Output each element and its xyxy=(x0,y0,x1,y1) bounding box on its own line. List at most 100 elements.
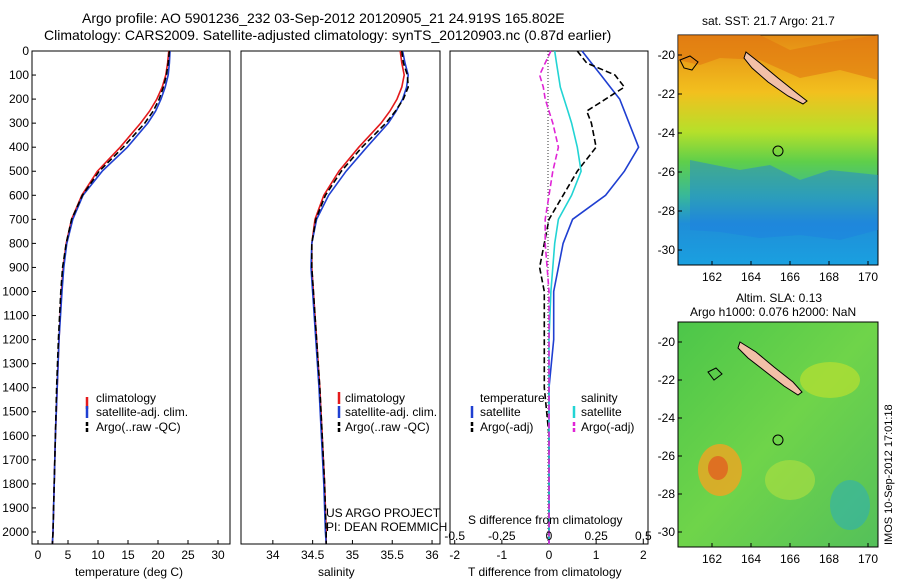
map-lat-label: -26 xyxy=(658,449,676,463)
difference-lines xyxy=(538,50,640,544)
depth-tick-label: 200 xyxy=(9,92,29,106)
map-lat-label: -28 xyxy=(658,204,676,218)
depth-tick-label: 700 xyxy=(9,212,29,226)
coastline-fragment xyxy=(679,55,699,71)
t-difference-label: T difference from climatology xyxy=(468,565,622,579)
depth-tick-label: 1900 xyxy=(2,501,29,515)
sst-map-axes: 162 164 166 168 170 -20 -22 -24 -26 -28 -30 xyxy=(658,48,879,284)
salinity-legend: climatology satellite-adj. clim. Argo(..… xyxy=(337,391,437,434)
temperature-lines xyxy=(51,50,171,545)
sla-map-title-2: Argo h1000: 0.076 h2000: NaN xyxy=(690,305,856,319)
map-lon-label: 166 xyxy=(780,552,800,566)
series-line-temperature-argo-adj- xyxy=(538,50,626,544)
depth-tick-label: 1300 xyxy=(2,357,29,371)
legend-label-argo: Argo(..raw -QC) xyxy=(345,420,430,434)
argo-location-marker xyxy=(772,145,784,157)
depth-tick-label: 1000 xyxy=(2,284,29,298)
x-tick-label: 36 xyxy=(425,548,439,562)
map-lat-label: -20 xyxy=(658,335,676,349)
sla-anomaly-peak xyxy=(708,456,728,480)
sst-cool-patch xyxy=(690,160,878,240)
depth-tick-label: 1100 xyxy=(3,309,29,323)
legend-title-temperature: temperature xyxy=(480,391,545,405)
x-tick-label: 34 xyxy=(266,548,280,562)
legend-label-satellite: satellite-adj. clim. xyxy=(345,405,437,419)
legend-label-climatology: climatology xyxy=(96,391,156,405)
x-tick-label: 2 xyxy=(640,548,647,562)
depth-tick-label: 1800 xyxy=(2,477,29,491)
s-difference-tick-label: 0 xyxy=(546,529,553,543)
legend-label-s-argo: Argo(-adj) xyxy=(581,420,634,434)
map-lon-label: 166 xyxy=(780,270,800,284)
salinity-x-axis: 34 34.5 35 35.5 36 xyxy=(266,540,439,562)
title-line-1: Argo profile: AO 5901236_232 03-Sep-2012… xyxy=(82,10,565,26)
map-lon-label: 168 xyxy=(819,552,839,566)
map-lon-label: 170 xyxy=(858,552,878,566)
legend-label-satellite: satellite-adj. clim. xyxy=(96,405,188,419)
s-difference-tick-label: -0.25 xyxy=(488,529,516,543)
sla-anomaly-low xyxy=(830,480,870,530)
difference-panel: -2 -1 0 1 2 S difference from climatology T … xyxy=(444,50,652,579)
x-tick-label: 34.5 xyxy=(301,548,325,562)
x-tick-label: 20 xyxy=(151,548,165,562)
depth-tick-label: 800 xyxy=(9,236,29,250)
map-lat-label: -30 xyxy=(658,243,676,257)
map-lon-label: 168 xyxy=(819,270,839,284)
x-tick-label: 30 xyxy=(211,548,225,562)
depth-tick-label: 500 xyxy=(9,164,29,178)
x-tick-label: 0 xyxy=(35,548,42,562)
depth-tick-label: 1600 xyxy=(2,429,29,443)
map-lat-label: -30 xyxy=(658,525,676,539)
temperature-legend: climatology satellite-adj. clim. Argo(..… xyxy=(85,391,188,434)
map-lat-label: -22 xyxy=(658,373,676,387)
salinity-panel: 34 34.5 35 35.5 36 salinity climatology sate… xyxy=(240,50,447,579)
depth-tick-label: 600 xyxy=(9,188,29,202)
depth-tick-label: 1200 xyxy=(2,333,29,347)
new-caledonia-landmass xyxy=(737,341,803,396)
series-line-argo-raw-qc- xyxy=(310,50,410,544)
salinity-lines xyxy=(310,50,410,545)
salinity-xlabel: salinity xyxy=(318,565,355,579)
depth-tick-label: 300 xyxy=(9,116,29,130)
depth-tick-label: 1700 xyxy=(2,453,29,467)
depth-tick-label: 400 xyxy=(9,140,29,154)
sst-field xyxy=(677,34,879,266)
depth-tick-label: 2000 xyxy=(2,525,29,539)
series-line-argo-raw-qc- xyxy=(51,50,171,545)
pi-annotation: PI: DEAN ROEMMICH xyxy=(326,520,447,534)
salinity-difference-axis: -0.5 -0.25 0 0.25 0.5 xyxy=(444,529,652,543)
new-caledonia-landmass xyxy=(743,51,808,105)
map-lon-label: 164 xyxy=(741,552,761,566)
legend-label-t-satellite: satellite xyxy=(480,405,521,419)
map-lon-label: 162 xyxy=(702,270,722,284)
sst-warm-patch xyxy=(678,35,878,80)
depth-tick-label: 100 xyxy=(9,68,29,82)
project-annotation: US ARGO PROJECT xyxy=(326,506,441,520)
argo-location-marker xyxy=(772,434,784,446)
map-lat-label: -20 xyxy=(658,48,676,62)
sla-map-panel: Altim. SLA: 0.13 Argo h1000: 0.076 h2000… xyxy=(658,291,879,566)
x-tick-label: 25 xyxy=(181,548,195,562)
x-tick-label: -2 xyxy=(449,548,460,562)
map-lat-label: -24 xyxy=(658,411,676,425)
x-tick-label: 35.5 xyxy=(381,548,405,562)
difference-legend: temperature satellite Argo(-adj) salinit… xyxy=(470,391,634,434)
series-line-salinity-argo-adj- xyxy=(538,50,560,544)
depth-tick-label: 900 xyxy=(9,260,29,274)
s-difference-tick-label: 0.5 xyxy=(635,529,652,543)
legend-label-climatology: climatology xyxy=(345,391,405,405)
s-difference-tick-label: 0.25 xyxy=(584,529,608,543)
temperature-axes-box xyxy=(31,50,231,545)
title-line-2: Climatology: CARS2009. Satellite-adjuste… xyxy=(44,27,612,43)
salinity-axes-box xyxy=(240,50,441,545)
legend-label-argo: Argo(..raw -QC) xyxy=(96,420,181,434)
legend-label-s-satellite: satellite xyxy=(581,405,622,419)
x-tick-label: 10 xyxy=(91,548,105,562)
coastline-fragment xyxy=(707,367,723,381)
map-lat-label: -28 xyxy=(658,487,676,501)
temperature-x-axis: 0 5 10 15 20 25 30 xyxy=(35,540,225,562)
legend-label-t-argo: Argo(-adj) xyxy=(480,420,533,434)
legend-title-salinity: salinity xyxy=(581,391,618,405)
sla-anomaly-mid xyxy=(800,362,860,398)
